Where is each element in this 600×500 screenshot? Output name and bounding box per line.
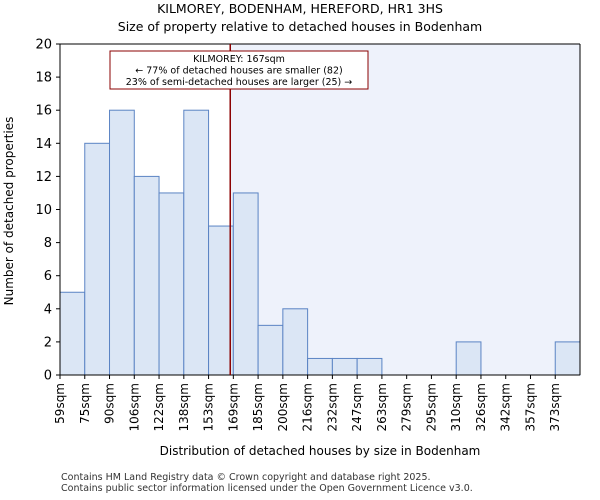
x-tick-label: 232sqm (325, 383, 339, 431)
x-tick-label: 295sqm (424, 383, 438, 431)
y-tick-label: 18 (35, 71, 52, 86)
y-tick-label: 2 (44, 335, 52, 350)
bar-106sqm (133, 175, 160, 376)
footer-copyright: Contains HM Land Registry data © Crown c… (61, 472, 431, 483)
x-tick-label: 247sqm (350, 383, 364, 431)
x-tick-label: 185sqm (251, 383, 265, 431)
x-tick-label: 357sqm (523, 383, 537, 431)
y-tick-label: 10 (35, 203, 52, 218)
y-tick-label: 4 (44, 302, 52, 317)
bar-232sqm (331, 357, 358, 376)
x-axis-label: Distribution of detached houses by size … (159, 444, 481, 458)
bar-373sqm (554, 341, 581, 376)
bar-75sqm (84, 142, 111, 376)
y-tick-label: 20 (35, 38, 52, 53)
y-tick-label: 12 (35, 170, 52, 185)
bar-90sqm (109, 109, 135, 376)
annotation-line-3: 23% of semi-detached houses are larger (… (126, 77, 353, 88)
x-tick-label: 342sqm (499, 383, 513, 431)
x-tick-label: 106sqm (127, 383, 141, 431)
annotation-box (109, 50, 369, 90)
y-tick-label: 8 (44, 236, 52, 251)
x-tick-label: 326sqm (474, 383, 488, 431)
y-tick-label: 6 (44, 269, 52, 284)
x-tick-label: 122sqm (152, 383, 166, 431)
y-tick-label: 14 (35, 137, 52, 152)
bar-200sqm (282, 308, 309, 376)
bar-153sqm (208, 225, 234, 376)
bar-122sqm (158, 192, 185, 376)
annotation-line-1: KILMOREY: 167sqm (193, 54, 285, 65)
bar-59sqm (59, 291, 86, 376)
x-tick-label: 138sqm (177, 383, 191, 431)
y-tick-label: 0 (44, 369, 52, 384)
chart-title: Size of property relative to detached ho… (117, 19, 483, 34)
bar-310sqm (455, 341, 482, 376)
annotation-line-2: ← 77% of detached houses are smaller (82… (135, 66, 342, 77)
bar-185sqm (257, 324, 284, 376)
x-tick-label: 200sqm (276, 383, 290, 431)
y-axis-label: Number of detached properties (2, 116, 16, 306)
x-tick-label: 90sqm (103, 383, 117, 424)
bar-216sqm (307, 357, 333, 376)
x-tick-label: 75sqm (78, 383, 92, 424)
bar-138sqm (183, 109, 210, 376)
x-tick-label: 216sqm (301, 383, 315, 431)
x-tick-label: 169sqm (226, 383, 240, 431)
bar-247sqm (356, 357, 383, 376)
y-tick-label: 16 (35, 104, 52, 119)
x-tick-label: 263sqm (375, 383, 389, 431)
footer-licence: Contains public sector information licen… (61, 483, 473, 494)
bar-169sqm (232, 192, 259, 376)
x-tick-label: 279sqm (400, 383, 414, 431)
x-tick-label: 310sqm (449, 383, 463, 431)
chart-title-address: KILMOREY, BODENHAM, HEREFORD, HR1 3HS (157, 1, 443, 16)
x-tick-label: 373sqm (548, 383, 562, 431)
x-tick-label: 59sqm (53, 383, 67, 424)
x-tick-label: 153sqm (202, 383, 216, 431)
